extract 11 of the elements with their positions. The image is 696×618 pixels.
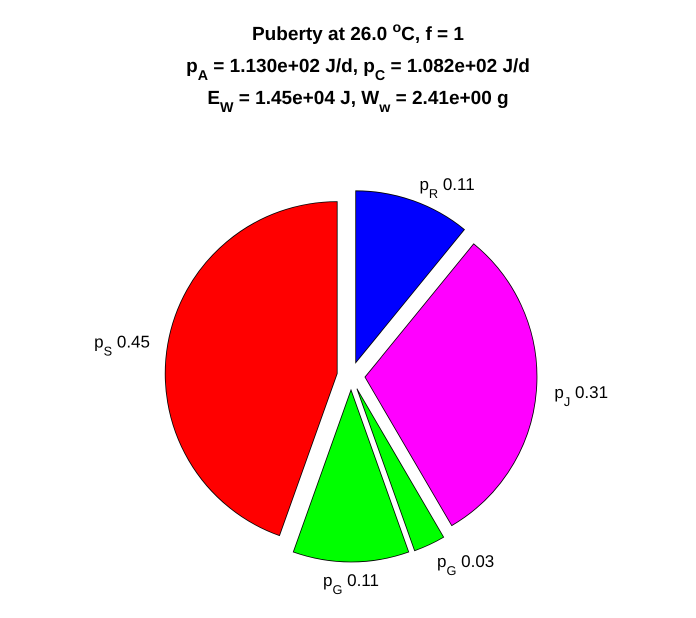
chart-title: Puberty at 26.0 $^{o}$C, f = 1 p$_{A}$ = 1.130e+02 J/d, p$_{C}$ = 1.082e+02 J/d E$_{W}$ = 1.45e+04 J, W$_{w}$ = 2.41e+00 g [186, 20, 530, 116]
slice-label: p$_{J}$ [554, 382, 570, 408]
slice-label: p$_{G}$ [323, 571, 342, 596]
data-label: 0.45 [112, 332, 150, 352]
slice-label: p$_{G}$ [437, 552, 456, 578]
slice-label: p$_{S}$ [94, 332, 112, 358]
data-label: 0.11 [438, 174, 475, 194]
data-label: 0.31 [570, 382, 608, 402]
data-label: 0.11 [342, 571, 379, 590]
slice-label: p$_{R}$ [419, 174, 438, 200]
data-label: 0.03 [456, 552, 494, 571]
